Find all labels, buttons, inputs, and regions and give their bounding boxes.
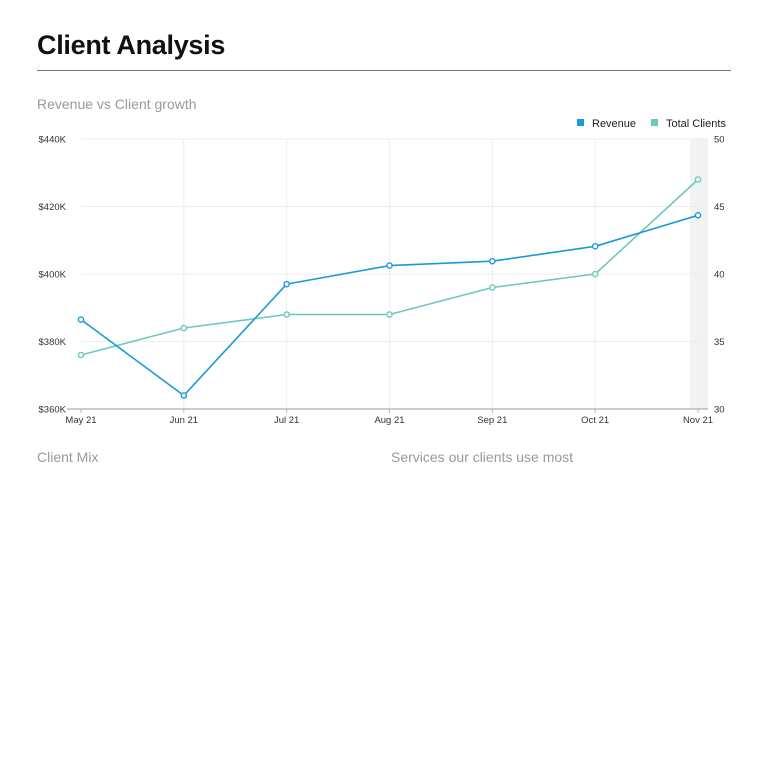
y-right-tick-label: 40 [714, 270, 725, 281]
revenue-point [489, 257, 496, 265]
title-divider [37, 70, 731, 71]
total-clients-point [180, 324, 188, 332]
revenue-point [386, 262, 393, 269]
services-heading: Services our clients use most [391, 449, 574, 465]
page-title: Client Analysis [37, 30, 226, 60]
y-left-tick-label: $400K [39, 270, 67, 281]
x-tick-label: May 21 [65, 415, 96, 426]
total-clients-point [77, 351, 85, 359]
y-left-tick-label: $440K [39, 135, 67, 146]
x-tick-label: Jun 21 [170, 415, 199, 426]
legend-label-total-clients: Total Clients [666, 118, 726, 130]
y-right-tick-label: 35 [714, 337, 725, 348]
y-right-tick-label: 45 [714, 202, 725, 213]
legend-swatch-revenue [577, 119, 584, 126]
x-tick-label: Jul 21 [274, 415, 299, 426]
y-right-tick-label: 30 [714, 405, 725, 416]
y-right-tick-label: 50 [714, 135, 725, 146]
total-clients-point [694, 176, 702, 183]
y-left-tick-label: $360K [39, 405, 67, 416]
total-clients-point [591, 270, 599, 278]
legend-swatch-total-clients [651, 119, 658, 126]
chart-heading: Revenue vs Client growth [37, 96, 197, 112]
revenue-point [283, 280, 290, 288]
x-tick-label: Oct 21 [581, 415, 609, 426]
x-tick-label: Aug 21 [374, 415, 404, 426]
total-clients-point [386, 311, 393, 318]
revenue-point [591, 243, 599, 250]
legend-label-revenue: Revenue [592, 118, 636, 130]
total-clients-point [283, 311, 290, 318]
total-clients-point [489, 284, 496, 291]
revenue-point [180, 392, 188, 399]
client-mix-heading: Client Mix [37, 449, 99, 465]
revenue-point [694, 211, 702, 219]
revenue-point [77, 316, 85, 323]
y-left-tick-label: $380K [39, 337, 67, 348]
x-tick-label: Sep 21 [477, 415, 507, 426]
y-left-tick-label: $420K [39, 202, 67, 213]
x-tick-label: Nov 21 [683, 415, 713, 426]
revenue-vs-client-growth-chart: $360K 30 $380K 35 $400K 40 $420K 45 $440K 50 May 2… [39, 118, 727, 426]
